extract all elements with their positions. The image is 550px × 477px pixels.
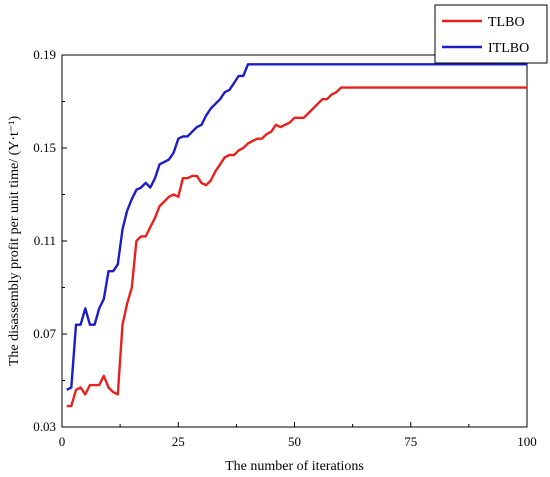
y-tick-label: 0.07: [33, 326, 56, 341]
x-tick-label: 25: [172, 434, 185, 449]
y-axis-label: The disassembly profit per unit time/ (Y…: [7, 116, 22, 367]
legend-label-tlbo: TLBO: [488, 15, 525, 30]
x-axis-label: The number of iterations: [225, 459, 364, 474]
legend: TLBO ITLBO: [434, 4, 548, 64]
series-lines: [66, 63, 527, 408]
y-tick-label: 0.11: [34, 233, 56, 248]
legend-label-itlbo: ITLBO: [488, 41, 529, 56]
plot-frame: [61, 54, 528, 428]
axes: [61, 54, 528, 428]
tick-marks: 0 25 50 75 100 0.03 0.07 0.11 0.15 0.19: [33, 47, 537, 449]
series-line-tlbo: [66, 86, 527, 408]
x-tick-label: 0: [59, 434, 66, 449]
y-tick-label: 0.15: [33, 140, 56, 155]
y-tick-label: 0.19: [33, 47, 56, 62]
x-tick-label: 100: [517, 434, 537, 449]
series-line-itlbo: [66, 63, 527, 391]
y-tick-label: 0.03: [33, 419, 56, 434]
legend-box: [434, 4, 548, 64]
x-tick-label: 50: [288, 434, 301, 449]
x-tick-label: 75: [404, 434, 417, 449]
